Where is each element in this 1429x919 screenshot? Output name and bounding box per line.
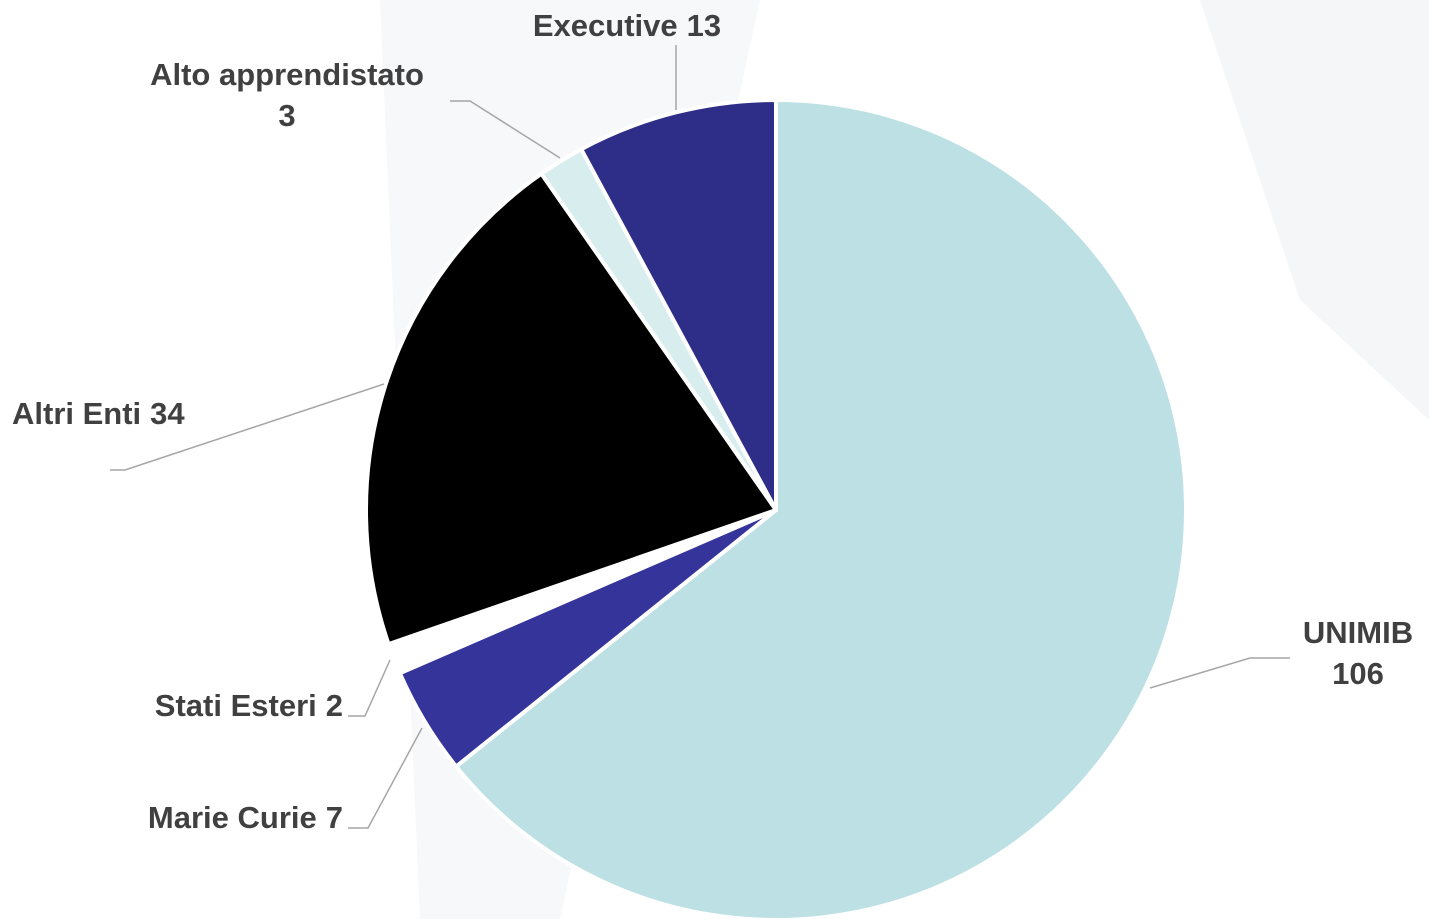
label-name: Executive (533, 8, 678, 43)
data-label: UNIMIB 106 (1303, 615, 1413, 691)
label-name: Stati Esteri (155, 688, 317, 723)
label-value: 7 (326, 800, 343, 835)
slices (364, 98, 1188, 919)
labels: UNIMIB 106 Marie Curie 7 Stati Esteri 2 Altri … (12, 8, 1413, 835)
data-label: Marie Curie 7 (148, 800, 343, 835)
leader-line (348, 727, 423, 829)
leader-line (110, 383, 385, 471)
data-label: Executive 13 (533, 8, 721, 43)
data-label: Altri Enti 34 (12, 396, 185, 431)
data-label: Stati Esteri 2 (155, 688, 343, 723)
data-label: Alto apprendistato 3 (150, 57, 424, 133)
pie-slice (364, 171, 778, 647)
leader-line (1149, 657, 1290, 689)
label-name: UNIMIB (1303, 615, 1413, 650)
label-value: 34 (150, 396, 185, 431)
pie-slice (579, 98, 778, 512)
label-value: 106 (1332, 656, 1384, 691)
label-value: 2 (326, 688, 343, 723)
label-value: 13 (687, 8, 721, 43)
label-name: Marie Curie (148, 800, 317, 835)
leader-line (450, 100, 561, 159)
label-name: Alto apprendistato (150, 57, 424, 92)
pie-slice (454, 98, 1188, 919)
label-name: Altri Enti (12, 396, 141, 431)
label-value: 3 (278, 98, 295, 133)
leader-line (348, 659, 391, 717)
background-shape (1200, 0, 1429, 420)
